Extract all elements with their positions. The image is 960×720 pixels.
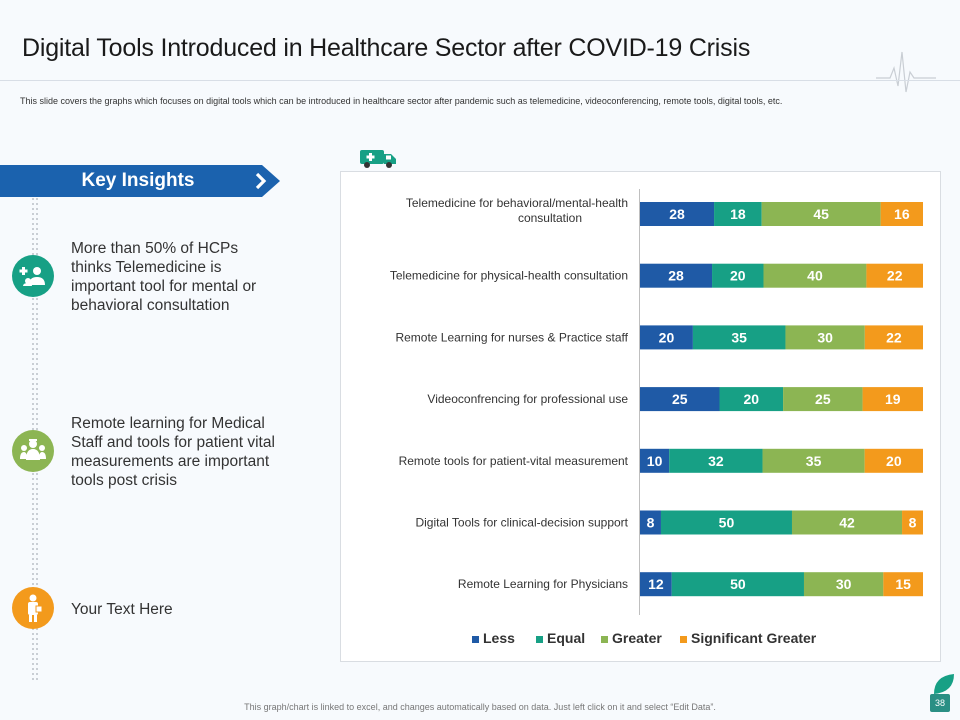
legend-swatch — [601, 636, 608, 643]
bar-segment-equal — [719, 387, 784, 412]
data-label: 35 — [806, 453, 822, 469]
bar-segment-greater — [762, 448, 865, 473]
bar-segment-greater — [803, 572, 884, 597]
stacked-bar-chart: Telemedicine for behavioral/mental-healt… — [390, 189, 923, 646]
footer-note: This graph/chart is linked to excel, and… — [244, 702, 716, 712]
data-label: 18 — [730, 206, 746, 222]
data-label: 20 — [886, 453, 902, 469]
bar-segment-significant-greater — [883, 572, 923, 597]
data-label: 40 — [807, 268, 823, 284]
bar-segment-equal — [660, 510, 792, 535]
bar-segment-equal — [714, 202, 762, 226]
insight-3-text: Your Text Here — [71, 601, 173, 618]
data-label: 22 — [886, 329, 902, 345]
bar-segment-equal — [692, 325, 786, 350]
data-label: 30 — [836, 576, 852, 592]
bar-segment-greater — [763, 263, 867, 288]
bar-segment-greater — [761, 202, 881, 226]
legend-swatch — [472, 636, 479, 643]
category-label: Remote Learning for Physicians — [458, 577, 628, 591]
bar-segment-equal — [669, 448, 763, 473]
category-label: Remote tools for patient-vital measureme… — [399, 454, 629, 468]
bar-segment-significant-greater — [864, 325, 923, 350]
category-label: Digital Tools for clinical-decision supp… — [415, 516, 628, 530]
data-label: 35 — [731, 329, 747, 345]
bar-segment-equal — [671, 572, 804, 597]
bar-segment-significant-greater — [902, 510, 923, 535]
category-label: Videoconfrencing for professional use — [427, 392, 628, 406]
key-insights-banner — [0, 165, 280, 197]
bar-segment-less — [640, 572, 672, 597]
category-label: Remote Learning for nurses & Practice st… — [395, 330, 628, 344]
data-label: 22 — [887, 268, 903, 284]
legend-label: Equal — [547, 630, 585, 646]
data-label: 8 — [647, 515, 655, 531]
page-number: 38 — [930, 694, 950, 712]
bar-segment-significant-greater — [866, 263, 923, 288]
bar-segment-greater — [785, 325, 865, 350]
doctor-patient-icon — [19, 267, 45, 286]
bar-segment-significant-greater — [864, 448, 923, 473]
data-label: 12 — [648, 576, 664, 592]
data-label: 28 — [668, 268, 684, 284]
patient-icon — [28, 594, 43, 622]
data-label: 25 — [815, 391, 831, 407]
insight-3-icon-circle — [12, 587, 54, 629]
legend-label: Less — [483, 630, 515, 646]
heartbeat-icon — [876, 51, 936, 93]
bar-segment-less — [640, 448, 670, 473]
data-label: 16 — [894, 206, 910, 222]
data-label: 45 — [813, 206, 829, 222]
bar-segment-equal — [712, 263, 764, 288]
legend-label: Greater — [612, 630, 662, 646]
legend-swatch — [680, 636, 687, 643]
key-insights-heading: Key Insights — [81, 170, 195, 191]
insight-1-icon-circle — [12, 255, 54, 297]
data-label: 10 — [647, 453, 663, 469]
leaf-logo-icon — [934, 674, 954, 694]
bar-segment-significant-greater — [880, 202, 923, 226]
page-subtitle: This slide covers the graphs which focus… — [20, 96, 783, 106]
legend-swatch — [536, 636, 543, 643]
data-label: 28 — [669, 206, 685, 222]
bar-segment-greater — [791, 510, 903, 535]
category-label: Telemedicine for physical-health consult… — [390, 269, 628, 283]
bar-segment-less — [640, 263, 713, 288]
data-label: 30 — [817, 329, 833, 345]
data-label: 19 — [885, 391, 901, 407]
bar-segment-greater — [783, 387, 863, 412]
title-divider — [0, 80, 960, 81]
data-label: 50 — [730, 576, 746, 592]
medical-staff-icon — [20, 439, 46, 460]
bar-segment-less — [640, 325, 693, 350]
category-label: Telemedicine for behavioral/mental-healt… — [406, 196, 628, 225]
data-label: 42 — [839, 515, 855, 531]
legend-label: Significant Greater — [691, 630, 817, 646]
bar-segment-significant-greater — [862, 387, 923, 412]
data-label: 25 — [672, 391, 688, 407]
bar-segment-less — [640, 202, 715, 226]
bar-segment-less — [640, 510, 661, 535]
insight-2-icon-circle — [12, 430, 54, 472]
data-label: 20 — [744, 391, 760, 407]
insight-2-text: Remote learning for Medical Staff and to… — [71, 415, 275, 489]
data-label: 50 — [719, 515, 735, 531]
data-label: 20 — [659, 329, 675, 345]
bar-segment-less — [640, 387, 720, 412]
ambulance-icon — [360, 150, 396, 168]
page-title: Digital Tools Introduced in Healthcare S… — [22, 34, 751, 62]
insight-1-text: More than 50% of HCPs thinks Telemedicin… — [71, 240, 257, 314]
data-label: 20 — [730, 268, 746, 284]
data-label: 32 — [708, 453, 724, 469]
data-label: 15 — [895, 576, 911, 592]
data-label: 8 — [909, 515, 917, 531]
